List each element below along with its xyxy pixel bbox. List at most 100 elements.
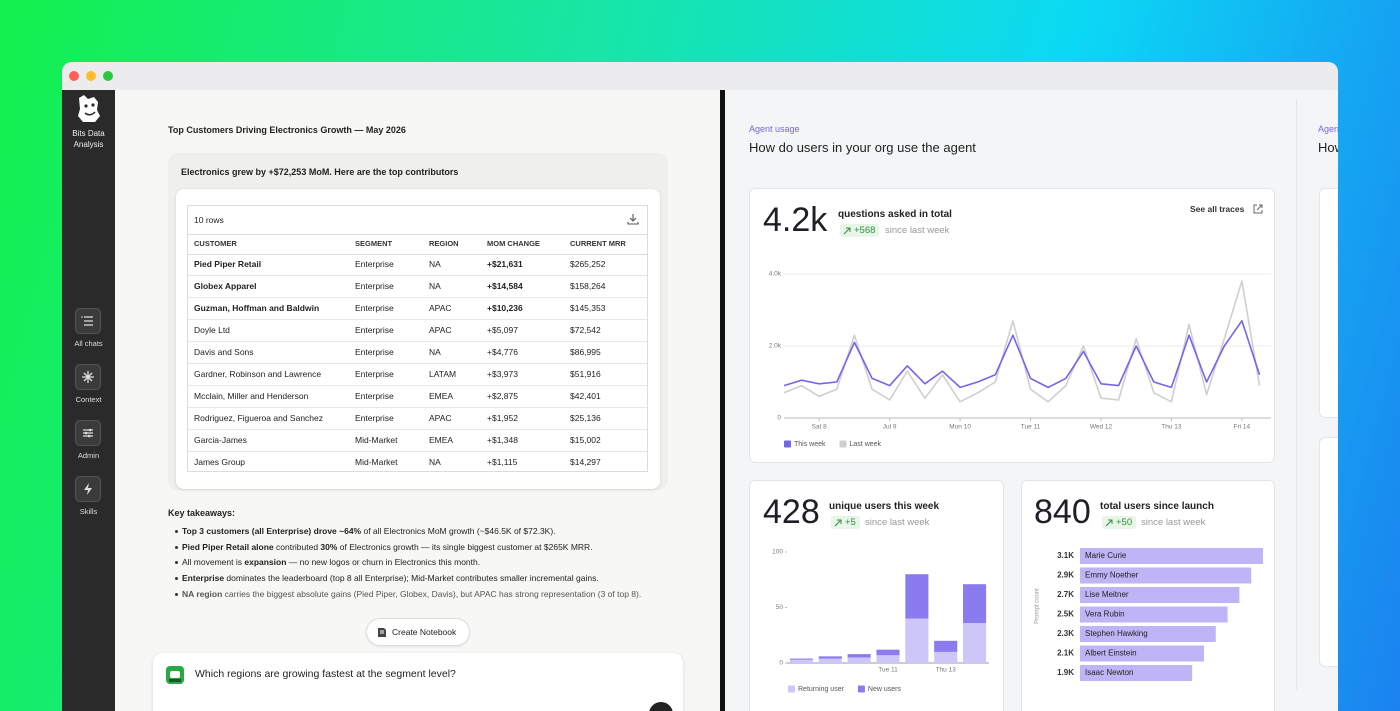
metric-label: unique users this week	[829, 501, 940, 512]
table-cell: +$1,348	[487, 435, 518, 445]
table-cell: +$5,097	[487, 325, 518, 335]
bullet	[175, 577, 178, 581]
series-line	[783, 280, 1261, 403]
y-tick-label: 100	[772, 549, 783, 556]
text-run: Enterprise	[182, 573, 225, 584]
header-row	[188, 234, 647, 255]
nav-label[interactable]: Skills	[79, 507, 98, 516]
table-cell: James Group	[194, 457, 246, 467]
metric-value: 428	[763, 493, 820, 531]
table-cell: +$4,776	[487, 347, 518, 357]
value-label: 2.9K	[1057, 571, 1074, 580]
nav-label[interactable]: Admin	[77, 451, 100, 460]
chart: 0 50 100 Tue 11 Thu 13 Returning user New user…	[772, 549, 989, 693]
metric-label: total users since launch	[1100, 501, 1214, 512]
table-cell: Gardner, Robinson and Lawrence	[194, 369, 322, 379]
column-separator	[1296, 100, 1297, 690]
bar-segment	[876, 649, 900, 656]
chart: 0 2.0k 4.0k Sat 8 Jul 9 Mon 10 Tue 11 Wed 12 Thu…	[769, 271, 1271, 448]
questions-card: 4.2k questions asked in total +568 since…	[749, 188, 1275, 463]
maximize-button[interactable]	[103, 71, 113, 81]
table-cell: Rodriguez, Figueroa and Sanchez	[194, 413, 323, 423]
series-line	[783, 320, 1261, 389]
table-cell: Mid-Market	[355, 457, 398, 467]
x-tick-label: Mon 10	[949, 424, 971, 431]
table-cell: LATAM	[429, 369, 457, 379]
value-label: 3.1K	[1057, 551, 1074, 560]
text-run: Pied Piper Retail alone	[182, 541, 274, 552]
create-notebook-button[interactable]: Create Notebook	[366, 618, 470, 646]
admin-button[interactable]	[75, 420, 101, 446]
bar-segment	[818, 658, 842, 663]
bar	[1080, 606, 1228, 623]
y-tick-label: 2.0k	[769, 343, 782, 350]
skills-button[interactable]	[75, 476, 101, 502]
text-run: of Electronics growth — its single bigge…	[337, 541, 593, 552]
table-cell: Doyle Ltd	[194, 325, 230, 335]
category-label: Marie Curie	[1085, 551, 1127, 560]
table-cell: $14,297	[570, 457, 601, 467]
pane-divider[interactable]	[720, 90, 725, 711]
send-button[interactable]	[649, 702, 673, 711]
row-divider	[188, 363, 647, 364]
takeaway-item: Top 3 customers (all Enterprise) drove ~…	[182, 526, 556, 536]
category-label: Isaac Newton	[1085, 668, 1133, 677]
text-run: 30%	[320, 541, 338, 552]
value-label: 2.3K	[1057, 629, 1074, 638]
nav-label[interactable]: Context	[75, 395, 102, 404]
row-divider	[188, 429, 647, 430]
takeaways-title: Key takeaways:	[168, 508, 236, 518]
bar-segment	[789, 658, 813, 660]
all-chats-button[interactable]	[75, 308, 101, 334]
row-count: 10 rows	[194, 215, 224, 225]
external-link-icon[interactable]	[1253, 204, 1263, 214]
bar-segment	[789, 659, 813, 663]
category-label: Stephen Hawking	[1085, 629, 1148, 638]
bar-segment	[876, 655, 900, 663]
icon	[834, 519, 842, 527]
see-all-traces-link[interactable]: See all traces	[1190, 204, 1245, 214]
icon	[82, 371, 94, 383]
table-cell: Globex Apparel	[194, 281, 257, 291]
bar-segment	[847, 654, 871, 658]
icon	[843, 227, 851, 235]
bar	[1080, 587, 1240, 603]
table-cell: +$21,631	[487, 259, 523, 269]
table-cell: NA	[429, 259, 441, 269]
minimize-button[interactable]	[86, 71, 96, 81]
icon	[1105, 519, 1113, 527]
table-cell: APAC	[429, 325, 452, 335]
row-divider	[188, 407, 647, 408]
table-cell: Enterprise	[355, 391, 394, 401]
table-cell: $25,136	[570, 413, 601, 423]
y-tick-label: 4.0k	[769, 271, 782, 278]
category-label: Vera Rubin	[1085, 610, 1125, 619]
table-cell: Garcia-James	[194, 435, 247, 445]
row-divider	[188, 275, 647, 276]
close-button[interactable]	[69, 71, 79, 81]
chat-prompt[interactable]: Which regions are growing fastest at the…	[195, 668, 456, 680]
button-label[interactable]: Create Notebook	[392, 627, 457, 637]
app-logo[interactable]	[73, 92, 103, 124]
table-cell: NA	[429, 457, 441, 467]
unique-users-card: 428 unique users this week +5 since last…	[749, 480, 1004, 711]
y-tick-label: 0	[779, 660, 783, 667]
table-cell: Guzman, Hoffman and Baldwin	[194, 303, 320, 313]
text-run: carries the biggest absolute gains (Pied…	[222, 588, 642, 599]
table-cell: Enterprise	[355, 281, 394, 291]
download-button[interactable]	[627, 213, 639, 225]
legend-label: New users	[868, 686, 902, 693]
table-cell: +$2,875	[487, 391, 518, 401]
text-run: Top 3 customers (all Enterprise) drove ~…	[182, 526, 362, 536]
table-cell: +$3,973	[487, 369, 518, 379]
context-button[interactable]	[75, 364, 101, 390]
table-cell: EMEA	[429, 435, 454, 445]
metric-value: 4.2k	[763, 201, 828, 239]
nav-label[interactable]: All chats	[74, 339, 103, 348]
chat-input[interactable]: Which regions are growing fastest at the…	[153, 653, 683, 711]
bar-segment	[963, 584, 987, 624]
bar-segment	[818, 656, 842, 659]
table-cell: Enterprise	[355, 369, 394, 379]
table-cell: APAC	[429, 413, 452, 423]
